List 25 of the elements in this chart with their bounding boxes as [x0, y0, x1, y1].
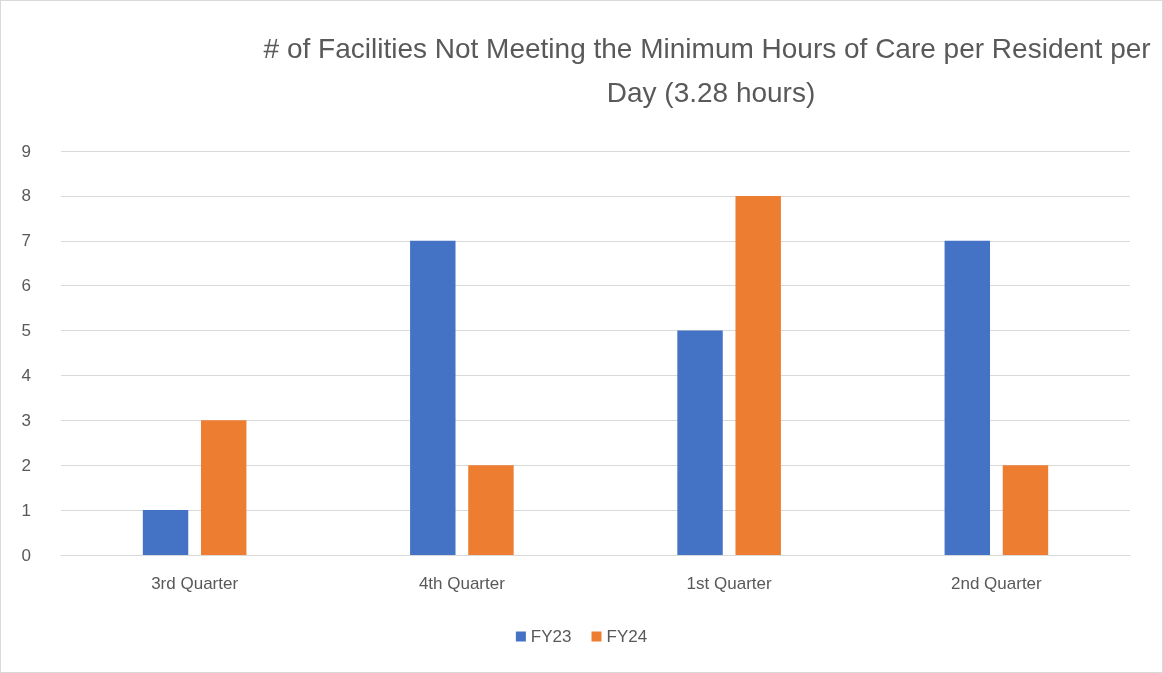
bar — [468, 465, 514, 555]
x-tick-label: 3rd Quarter — [151, 574, 239, 593]
bar — [677, 330, 723, 555]
y-tick-label: 8 — [21, 186, 31, 206]
bar — [410, 240, 456, 555]
bar — [142, 510, 189, 555]
bar — [735, 195, 781, 555]
y-tick-label: 3 — [21, 410, 31, 430]
x-tick-label: 1st Quarter — [686, 574, 772, 593]
x-tick-label: 4th Quarter — [418, 574, 506, 593]
x-tick-label: 2nd Quarter — [951, 574, 1043, 593]
y-tick-label: 1 — [21, 500, 31, 520]
y-tick-label: 0 — [21, 545, 31, 565]
chart-title: # of Facilities Not Meeting the Minimum Hours of Care per Resident per Day (3.28 hours) — [263, 32, 1159, 108]
bar — [200, 420, 247, 555]
y-tick-label: 6 — [21, 276, 31, 296]
legend-label: FY23 — [530, 627, 572, 646]
y-tick-label: 4 — [21, 365, 31, 385]
legend-label: FY24 — [606, 627, 648, 646]
y-tick-label: 5 — [21, 321, 31, 341]
bar — [944, 240, 991, 555]
y-tick-label: 7 — [21, 231, 31, 251]
bar — [1002, 465, 1049, 555]
y-tick-label: 2 — [21, 455, 31, 475]
y-tick-label: 9 — [21, 141, 31, 161]
